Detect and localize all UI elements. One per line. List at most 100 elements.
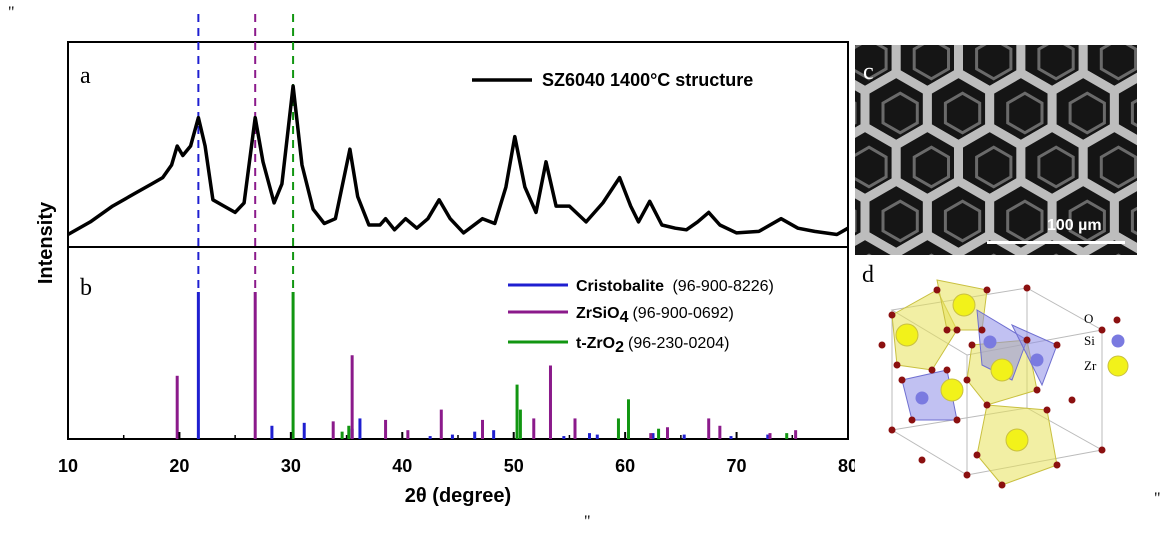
o-atom-13 (1043, 406, 1051, 414)
reference-peaks (175, 292, 798, 439)
measured-pattern-line (67, 84, 849, 237)
honeycomb-inner-10 (975, 45, 1013, 81)
panel-label-b: b (80, 275, 92, 301)
honeycomb-inner-17 (1006, 91, 1044, 135)
x-axis-ticks: 10 20 30 40 50 60 70 80 (58, 432, 855, 476)
sem-image: c 100 µm (855, 45, 1137, 255)
legend-zrsio4-label: ZrSiO4 (96-900-0692) (576, 305, 734, 326)
honeycomb-inner-18 (1068, 91, 1106, 135)
honeycomb-inner-11 (1037, 45, 1075, 81)
zr-atom-0 (895, 323, 919, 347)
o-atom-8 (968, 341, 976, 349)
honeycomb-inner-12 (1099, 45, 1137, 81)
honeycomb-inner-16 (943, 91, 982, 135)
honeycomb-inner-25 (1037, 145, 1075, 189)
o-atom-18 (943, 366, 951, 374)
honeycomb-inner-30 (943, 199, 982, 243)
o-atom-7 (943, 326, 951, 334)
honeycomb-inner-8 (855, 45, 888, 81)
honeycomb-inner-31 (1006, 199, 1044, 243)
o-atom-0 (888, 311, 896, 319)
o-atom-17 (898, 376, 906, 384)
xrd-chart: 10 20 30 40 50 60 70 80 a b SZ6040 1400°C struc… (35, 14, 855, 507)
honeycomb-inner-26 (1099, 145, 1137, 189)
o-atom-20 (908, 416, 916, 424)
measured-pattern (67, 84, 849, 237)
y-axis-title: Intensity (35, 201, 57, 284)
o-atom-24 (888, 426, 896, 434)
zr-atom-4 (940, 378, 964, 402)
panel-label-c: c (863, 59, 874, 85)
x-tick-label-4: 50 (504, 456, 524, 476)
x-tick-label-1: 20 (169, 456, 189, 476)
zr-atom-1 (952, 293, 976, 317)
o-atom-22 (1023, 284, 1031, 292)
legend-cristobalite-label: Cristobalite (96-900-8226) (576, 278, 774, 295)
quote-mark-bottom: " (584, 513, 591, 530)
o-atom-26 (963, 471, 971, 479)
zr-atom-2 (990, 358, 1014, 382)
legend-a-label: SZ6040 1400°C structure (542, 70, 753, 90)
honeycomb-inner-9 (912, 45, 950, 81)
o-atom-21 (1053, 341, 1061, 349)
legend-tzro2-label: t-ZrO2 (96-230-0204) (576, 335, 729, 356)
scale-bar-label: 100 µm (1047, 217, 1102, 234)
o-atom-1 (933, 286, 941, 294)
honeycomb-cell-33 (1109, 180, 1137, 254)
scale-bar (987, 241, 1125, 244)
honeycomb-cell-40 (1078, 229, 1137, 255)
si-atom-0 (983, 335, 997, 349)
o-atom-6 (978, 326, 986, 334)
o-atom-27 (1068, 396, 1076, 404)
plot-frame (67, 41, 849, 440)
reference-lines (197, 14, 295, 292)
crystal-structure-image: O Si Zr (878, 279, 1129, 489)
honeycomb-inner-15 (881, 91, 919, 135)
o-atom-12 (963, 376, 971, 384)
honeycomb-inner-33 (1130, 206, 1137, 236)
o-atom-10 (1033, 386, 1041, 394)
o-atom-15 (998, 481, 1006, 489)
panel-label-d: d (862, 262, 874, 288)
honeycomb-lattice-image (855, 45, 1137, 255)
honeycomb-inner-22 (855, 145, 888, 189)
o-atom-2 (953, 326, 961, 334)
o-atom-19 (953, 416, 961, 424)
si-atom-1 (915, 391, 929, 405)
legend-o-label: O (1084, 311, 1093, 326)
legend-si-atom (1111, 334, 1125, 348)
o-atom-23 (1098, 326, 1106, 334)
si-atom-2 (1030, 353, 1044, 367)
honeycomb-cell-19 (1109, 72, 1137, 146)
o-atom-14 (1053, 461, 1061, 469)
x-tick-label-2: 30 (281, 456, 301, 476)
o-atom-16 (973, 451, 981, 459)
quote-mark-right: " (1154, 490, 1161, 507)
atoms (878, 284, 1106, 489)
legend-o-atom (1113, 316, 1121, 324)
honeycomb-inner-29 (881, 199, 919, 243)
legend-zr-atom (1107, 355, 1129, 377)
x-tick-label-5: 60 (615, 456, 635, 476)
o-atom-11 (983, 401, 991, 409)
o-atom-29 (918, 456, 926, 464)
legend-si-label: Si (1084, 333, 1095, 348)
panel-label-a: a (80, 63, 91, 89)
o-atom-9 (1023, 336, 1031, 344)
honeycomb-inner-19 (1130, 98, 1137, 128)
honeycomb-inner-24 (975, 145, 1013, 189)
honeycomb-inner-32 (1068, 199, 1106, 243)
x-tick-label-7: 80 (838, 456, 855, 476)
x-tick-label-0: 10 (58, 456, 78, 476)
o-atom-5 (983, 286, 991, 294)
o-atom-28 (878, 341, 886, 349)
quote-mark-top: " (8, 4, 15, 21)
zr-atom-3 (1005, 428, 1029, 452)
o-atom-3 (928, 366, 936, 374)
x-tick-label-3: 40 (392, 456, 412, 476)
legend-zr-label: Zr (1084, 358, 1097, 373)
honeycomb-inner-23 (912, 145, 950, 189)
o-atom-25 (1098, 446, 1106, 454)
o-atom-4 (893, 361, 901, 369)
x-tick-label-6: 70 (727, 456, 747, 476)
